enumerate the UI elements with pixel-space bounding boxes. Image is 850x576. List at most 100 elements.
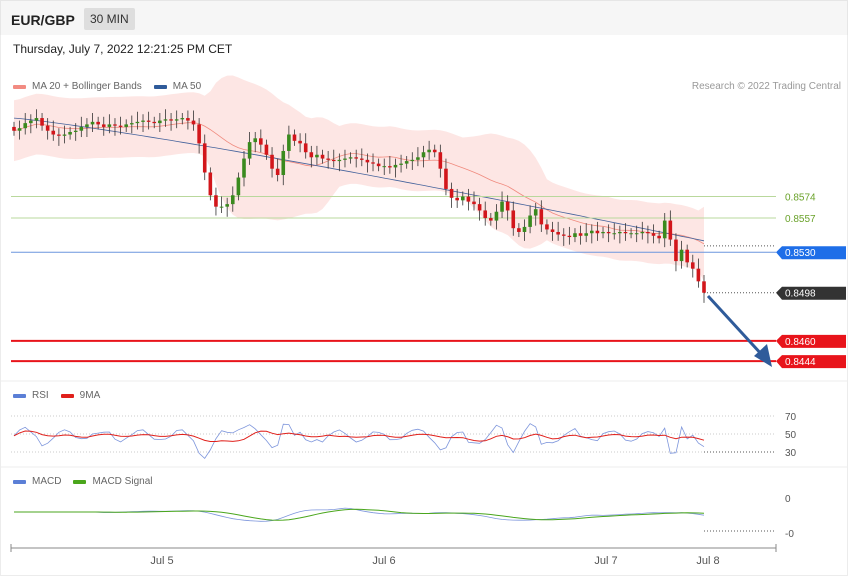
candle-body <box>556 231 560 235</box>
candle-body <box>550 229 555 232</box>
candle-body <box>388 166 392 168</box>
legend-item-macd-signal: MACD Signal <box>73 476 152 487</box>
main-legend: MA 20 + Bollinger Bands MA 50 <box>13 81 213 92</box>
legend-label-macd-signal: MACD Signal <box>92 476 153 487</box>
candle-body <box>57 134 61 136</box>
candle-body <box>696 268 701 282</box>
header-bar: EUR/GBP 30 MIN <box>0 0 848 35</box>
x-tick-label: Jul 8 <box>696 555 719 567</box>
candle-body <box>40 118 44 126</box>
candle-body <box>573 233 577 238</box>
candle-body <box>404 161 409 164</box>
candle-body <box>202 143 207 173</box>
level-label: 0.8460 <box>785 337 816 348</box>
candle-body <box>90 121 95 125</box>
level-0.8530: 0.8530 <box>11 246 846 260</box>
candle-body <box>292 134 297 141</box>
candle-body <box>634 233 639 235</box>
candle-body <box>118 125 123 127</box>
candle-body <box>29 120 33 124</box>
macd-tick-label: -0 <box>785 529 794 540</box>
candle-body <box>483 210 488 219</box>
instrument-title: EUR/GBP <box>11 12 75 28</box>
candle-body <box>23 123 28 129</box>
candle-body <box>225 204 229 207</box>
candle-body <box>281 150 286 176</box>
x-tick-label: Jul 7 <box>594 555 617 567</box>
candle-body <box>348 157 353 159</box>
candle-body <box>34 118 39 121</box>
candle-body <box>489 218 493 221</box>
candle-body <box>298 140 302 144</box>
legend-label-bollinger: MA 20 + Bollinger Bands <box>32 81 142 92</box>
candle-body <box>158 120 162 124</box>
legend-swatch-rsi <box>13 393 26 398</box>
candle-body <box>247 142 252 159</box>
candle-body <box>130 123 134 125</box>
candle-body <box>371 162 375 164</box>
rsi-tick-label: 50 <box>785 430 797 441</box>
candle-body <box>410 159 415 162</box>
candle-body <box>360 158 364 160</box>
candle-body <box>85 124 89 127</box>
candle-body <box>191 120 196 125</box>
candle-body <box>107 124 112 127</box>
timeframe-button[interactable]: 30 MIN <box>84 8 135 30</box>
legend-item-bollinger: MA 20 + Bollinger Bands <box>13 81 142 92</box>
level-tag <box>776 355 846 369</box>
level-label: 0.8557 <box>785 214 816 225</box>
candle-body <box>511 210 516 229</box>
candle-body <box>444 168 448 189</box>
candle-body <box>382 166 387 168</box>
candle-body <box>180 118 185 120</box>
candle-body <box>45 125 50 131</box>
candle-body <box>275 168 280 176</box>
candle-body <box>539 209 544 225</box>
candle-body <box>12 126 16 131</box>
candle-body <box>186 118 190 121</box>
legend-label-9ma: 9MA <box>79 390 101 401</box>
forecast-arrow <box>706 294 772 367</box>
candle-body <box>365 159 370 163</box>
chart-credit: Research © 2022 Trading Central <box>691 81 841 92</box>
candle-body <box>618 231 622 234</box>
rsi-line <box>13 423 705 460</box>
rsi-tick-label: 30 <box>785 448 797 459</box>
candle-body <box>533 209 538 216</box>
candle-body <box>629 233 633 235</box>
candle-body <box>287 134 291 151</box>
candle-body <box>337 159 342 162</box>
legend-swatch-9ma <box>60 393 74 398</box>
candle-body <box>331 159 336 162</box>
x-tick-label: Jul 5 <box>150 555 173 567</box>
candle-body <box>685 249 689 263</box>
macd-signal-line <box>14 508 705 521</box>
candle-body <box>601 231 605 234</box>
candle-body <box>578 233 583 236</box>
candle-body <box>320 154 325 159</box>
level-label: 0.8574 <box>785 193 816 204</box>
candle-body <box>259 138 263 145</box>
legend-item-ma50: MA 50 <box>153 81 202 92</box>
candle-body <box>472 201 476 205</box>
legend-label-ma50: MA 50 <box>172 81 202 92</box>
candle-body <box>399 163 403 165</box>
candle-body <box>651 233 656 236</box>
candle-body <box>197 124 201 144</box>
candle-body <box>152 121 157 124</box>
candle-body <box>309 152 314 158</box>
candle-body <box>640 231 645 234</box>
candle-body <box>528 215 532 227</box>
candle-body <box>113 124 117 126</box>
level-label: 0.8498 <box>785 289 816 300</box>
candle-body <box>416 157 420 160</box>
candle-body <box>270 154 274 169</box>
candle-body <box>17 128 22 131</box>
candle-body <box>141 120 145 122</box>
candle-body <box>657 235 661 239</box>
x-tick-label: Jul 6 <box>372 555 395 567</box>
candle-body <box>146 120 151 122</box>
candle-body <box>517 228 521 232</box>
candle-body <box>455 197 459 201</box>
